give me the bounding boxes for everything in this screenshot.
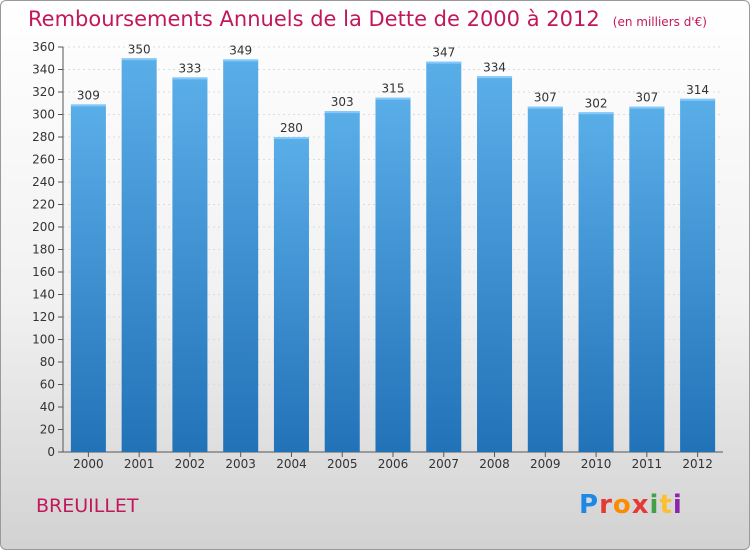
bar <box>578 112 614 452</box>
y-tick-label: 300 <box>32 108 55 122</box>
bar-highlight <box>629 106 665 109</box>
chart-title: Remboursements Annuels de la Dette de 20… <box>28 7 707 31</box>
bar-highlight <box>172 77 208 80</box>
commune-name: BREUILLET <box>36 495 139 517</box>
y-tick-label: 0 <box>47 445 55 459</box>
bar <box>375 97 411 452</box>
bar <box>172 77 208 452</box>
bar-highlight <box>223 59 259 62</box>
bar <box>680 98 716 452</box>
bar-value-label: 314 <box>686 83 709 97</box>
y-tick-label: 220 <box>32 198 55 212</box>
bar <box>477 76 513 452</box>
bar <box>426 61 462 452</box>
logo-letter: P <box>579 490 600 520</box>
bar-value-label: 307 <box>635 91 658 105</box>
x-tick-label: 2005 <box>327 457 358 471</box>
y-tick-label: 260 <box>32 153 55 167</box>
bar-highlight <box>324 111 360 114</box>
y-tick-label: 60 <box>40 378 55 392</box>
bar-highlight <box>527 106 563 109</box>
bar-highlight <box>273 137 309 139</box>
x-tick-label: 2002 <box>175 457 206 471</box>
bar-value-label: 315 <box>382 82 405 96</box>
logo-letter: o <box>612 490 632 520</box>
logo-letter: r <box>599 490 613 520</box>
x-tick-label: 2010 <box>581 457 612 471</box>
y-tick-label: 100 <box>32 333 55 347</box>
x-tick-label: 2004 <box>276 457 307 471</box>
bar-value-label: 307 <box>534 91 557 105</box>
y-tick-label: 160 <box>32 265 55 279</box>
y-tick-label: 180 <box>32 243 55 257</box>
bar-highlight <box>680 98 716 101</box>
bar-highlight <box>578 112 614 115</box>
bar <box>527 106 563 452</box>
x-tick-label: 2009 <box>530 457 561 471</box>
logo-letter: t <box>659 490 673 520</box>
bar-value-label: 349 <box>229 43 252 57</box>
bar <box>629 106 665 452</box>
y-tick-label: 20 <box>40 423 55 437</box>
bar-value-label: 303 <box>331 95 354 109</box>
proxiti-logo: Proxiti <box>579 490 683 520</box>
x-tick-label: 2007 <box>428 457 459 471</box>
x-tick-label: 2003 <box>225 457 256 471</box>
bar-highlight <box>477 76 513 79</box>
bar-highlight <box>426 61 462 64</box>
y-tick-label: 340 <box>32 63 55 77</box>
bar-value-label: 302 <box>585 96 608 110</box>
chart-title-main: Remboursements Annuels de la Dette de 20… <box>28 7 600 31</box>
bar-highlight <box>121 58 157 61</box>
x-tick-label: 2011 <box>632 457 663 471</box>
y-tick-label: 280 <box>32 130 55 144</box>
bars <box>70 58 716 452</box>
y-tick-label: 360 <box>32 40 55 54</box>
bar <box>121 58 157 452</box>
x-tick-label: 2001 <box>124 457 155 471</box>
bar-highlight <box>70 104 106 107</box>
bar-highlight <box>375 97 411 100</box>
x-tick-label: 2012 <box>682 457 713 471</box>
bar-value-label: 334 <box>483 60 506 74</box>
logo-letter: x <box>631 490 650 520</box>
bar-value-label: 347 <box>432 46 455 60</box>
bar <box>273 137 309 452</box>
y-tick-label: 240 <box>32 175 55 189</box>
bar-value-label: 350 <box>128 42 151 56</box>
logo-letter: i <box>672 490 683 520</box>
x-tick-label: 2008 <box>479 457 510 471</box>
y-tick-label: 140 <box>32 288 55 302</box>
bar-value-label: 333 <box>178 61 201 75</box>
x-tick-label: 2006 <box>378 457 409 471</box>
logo-letter: i <box>649 490 660 520</box>
x-tick-label: 2000 <box>73 457 104 471</box>
chart-title-unit: (en milliers d'€) <box>612 15 707 29</box>
bar-value-label: 280 <box>280 121 303 135</box>
y-tick-label: 200 <box>32 220 55 234</box>
bar <box>223 59 259 452</box>
y-tick-label: 80 <box>40 355 55 369</box>
y-tick-label: 120 <box>32 310 55 324</box>
bar-value-label: 309 <box>77 88 100 102</box>
bar <box>324 111 360 452</box>
y-tick-label: 40 <box>40 400 55 414</box>
bar <box>70 104 106 452</box>
y-tick-label: 320 <box>32 85 55 99</box>
labels: 0 20 40 60 80 100 120 140 160 180 200 220 240 260 280 3… <box>32 40 713 471</box>
